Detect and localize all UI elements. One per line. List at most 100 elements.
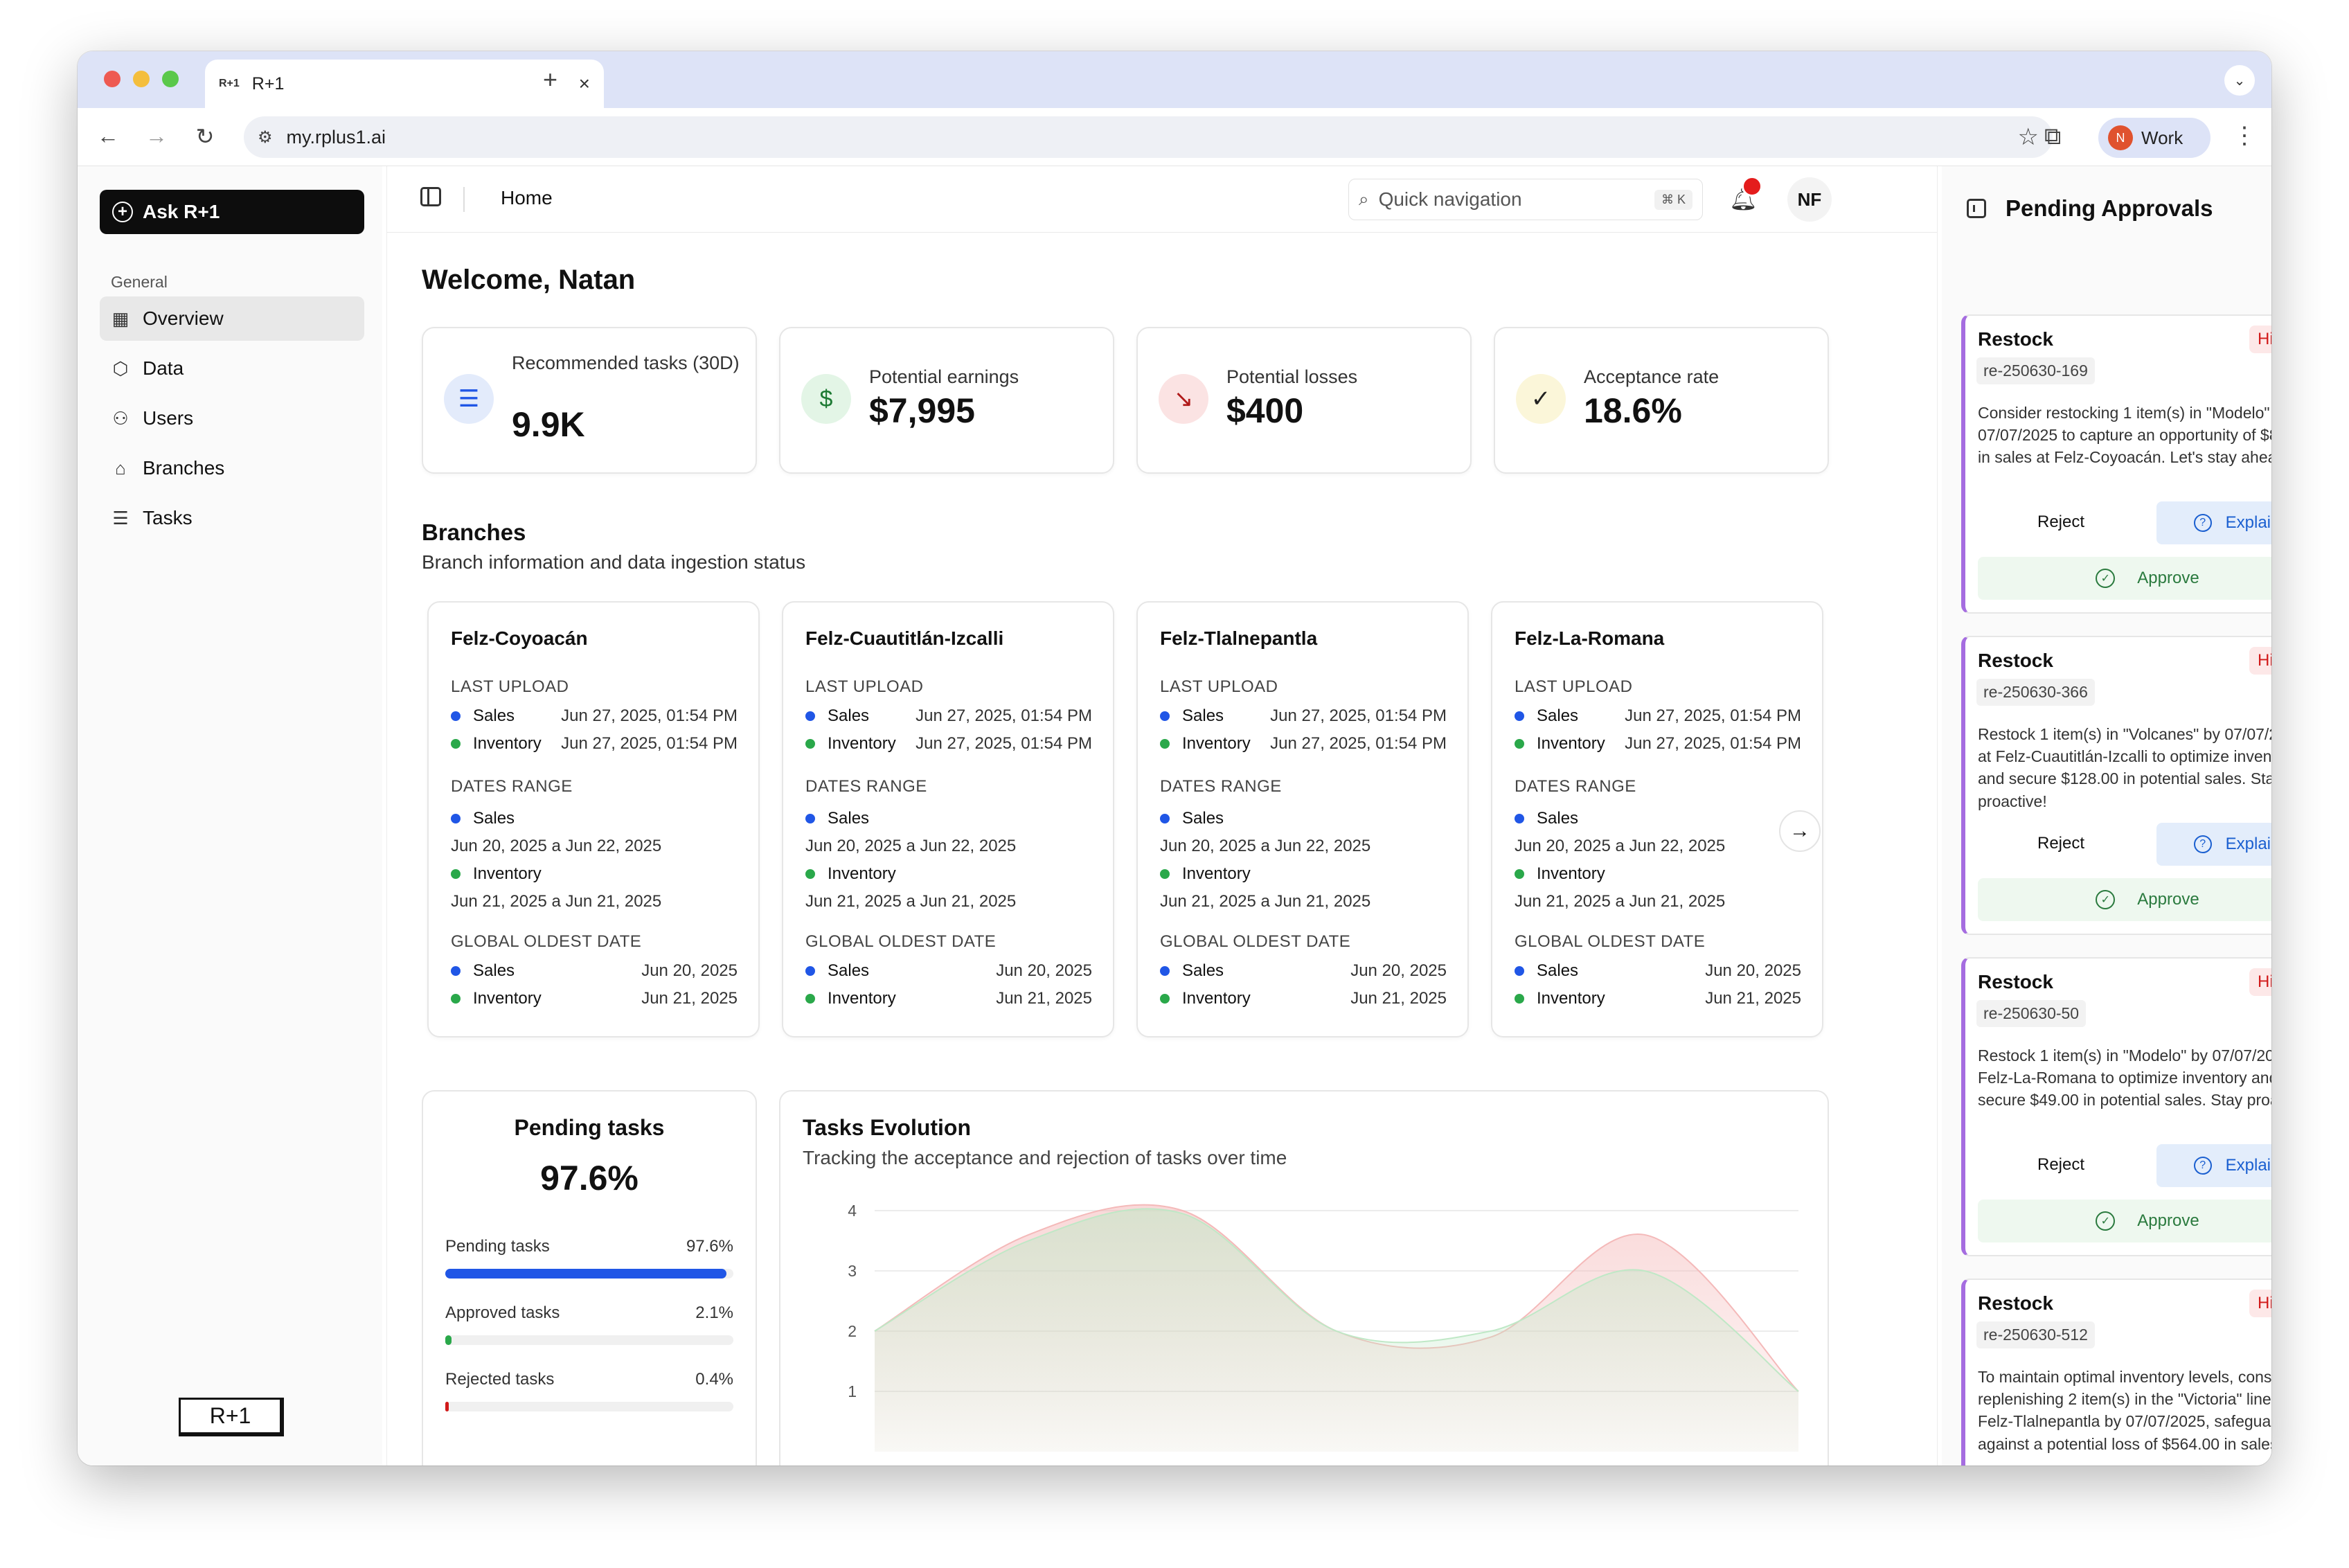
browser-tab[interactable]: R+1 R+1 × bbox=[205, 60, 604, 108]
row-label: Sales bbox=[828, 809, 870, 828]
reject-button[interactable]: Reject bbox=[2037, 834, 2085, 853]
inventory-dot bbox=[1160, 869, 1170, 879]
stat-card-acceptance: ✓ Acceptance rate 18.6% bbox=[1494, 327, 1829, 474]
dates-range-heading: DATES RANGE bbox=[451, 777, 573, 796]
tab-search-icon[interactable]: ⌄ bbox=[2224, 65, 2255, 96]
avatar[interactable]: NF bbox=[1787, 177, 1832, 222]
close-window-button[interactable] bbox=[104, 71, 120, 87]
range-row: Inventory bbox=[1515, 864, 1801, 884]
approve-label: Approve bbox=[2137, 1211, 2199, 1230]
approval-type: Restock bbox=[1978, 971, 2053, 992]
dates-range-heading: DATES RANGE bbox=[1160, 777, 1282, 796]
evolution-title: Tasks Evolution bbox=[803, 1115, 972, 1140]
explain-button[interactable]: ? Explain bbox=[2156, 823, 2271, 866]
inventory-dot bbox=[1160, 994, 1170, 1004]
branch-card[interactable]: Felz-La-Romana LAST UPLOAD Sales Jun 27, 20… bbox=[1491, 601, 1823, 1037]
inventory-dot bbox=[805, 994, 815, 1004]
sales-dot bbox=[1515, 966, 1524, 976]
reload-icon[interactable]: ↻ bbox=[195, 124, 215, 149]
row-value: Jun 27, 2025, 01:54 PM bbox=[1625, 734, 1801, 753]
browser-window: R+1 R+1 × + ⌄ ← → ↻ ⚙ my.rplus1.ai ☆ ⧉ N… bbox=[78, 51, 2271, 1465]
upload-row: Inventory Jun 27, 2025, 01:54 PM bbox=[805, 734, 1092, 754]
forward-icon[interactable]: → bbox=[145, 123, 168, 148]
check-circle-icon: ✓ bbox=[2096, 569, 2116, 588]
sidebar: + Ask R+1 General ▦ Overview ⬡ Data ⚇ Us… bbox=[78, 166, 382, 1465]
approval-card: Restock High re-250630-512 To maintain opti… bbox=[1961, 1279, 2271, 1465]
upload-row: Sales Jun 27, 2025, 01:54 PM bbox=[1515, 706, 1801, 726]
shortcut-badge: ⌘ K bbox=[1654, 189, 1692, 210]
approval-type: Restock bbox=[1978, 328, 2053, 350]
priority-badge: High bbox=[2249, 1290, 2271, 1317]
approval-card: Restock High re-250630-169 Consider restock… bbox=[1961, 314, 2271, 614]
stat-card-recommended: ☰ Recommended tasks (30D) 9.9K bbox=[422, 327, 757, 474]
sidebar-item-data[interactable]: ⬡ Data bbox=[100, 346, 364, 391]
approve-button[interactable]: ✓ Approve bbox=[1978, 878, 2271, 921]
minimize-window-button[interactable] bbox=[133, 71, 150, 87]
inventory-dot bbox=[451, 739, 461, 749]
sidebar-item-overview[interactable]: ▦ Overview bbox=[100, 296, 364, 341]
row-label: Sales bbox=[1182, 706, 1224, 725]
bookmark-star-icon[interactable]: ☆ bbox=[2017, 124, 2039, 150]
sales-dot bbox=[1515, 711, 1524, 721]
quick-navigation-input[interactable]: ⌕ Quick navigation ⌘ K bbox=[1348, 179, 1703, 220]
sidebar-item-users[interactable]: ⚇ Users bbox=[100, 396, 364, 440]
sales-dot bbox=[805, 814, 815, 823]
range-value: Jun 21, 2025 a Jun 21, 2025 bbox=[1160, 892, 1371, 911]
sidebar-toggle-icon[interactable] bbox=[420, 187, 441, 206]
dates-range-heading: DATES RANGE bbox=[805, 777, 927, 796]
site-settings-icon[interactable]: ⚙ bbox=[258, 127, 273, 147]
approve-button[interactable]: ✓ Approve bbox=[1978, 557, 2271, 600]
maximize-window-button[interactable] bbox=[162, 71, 179, 87]
close-tab-icon[interactable]: × bbox=[578, 73, 590, 94]
row-value: Jun 20, 2025 bbox=[641, 961, 738, 980]
branch-card[interactable]: Felz-Cuautitlán-Izcalli LAST UPLOAD Sales J… bbox=[782, 601, 1114, 1037]
dollar-icon: $ bbox=[801, 374, 851, 424]
breadcrumb[interactable]: Home bbox=[501, 187, 553, 208]
progress-label: Rejected tasks bbox=[445, 1370, 555, 1389]
branch-card[interactable]: Felz-Coyoacán LAST UPLOAD Sales Jun 27, 202… bbox=[427, 601, 760, 1037]
reject-button[interactable]: Reject bbox=[2037, 513, 2085, 531]
priority-badge: High bbox=[2249, 968, 2271, 996]
browser-menu-icon[interactable]: ⋮ bbox=[2233, 123, 2256, 149]
profile-button[interactable]: N Work bbox=[2098, 118, 2210, 158]
oldest-row: Sales Jun 20, 2025 bbox=[805, 961, 1092, 981]
sidebar-item-tasks[interactable]: ☰ Tasks bbox=[100, 496, 364, 540]
last-upload-heading: LAST UPLOAD bbox=[451, 677, 569, 696]
sidebar-item-branches[interactable]: ⌂ Branches bbox=[100, 446, 364, 490]
global-oldest-heading: GLOBAL OLDEST DATE bbox=[1160, 932, 1351, 951]
stat-card-losses: ↘ Potential losses $400 bbox=[1136, 327, 1472, 474]
explain-label: Explain bbox=[2225, 835, 2271, 853]
range-row: Inventory bbox=[805, 864, 1092, 884]
progress-fill bbox=[445, 1269, 727, 1279]
question-icon: ? bbox=[2193, 514, 2212, 532]
back-icon[interactable]: ← bbox=[97, 123, 119, 148]
inventory-dot bbox=[1160, 739, 1170, 749]
next-arrow-button[interactable]: → bbox=[1779, 810, 1821, 852]
branch-card[interactable]: Felz-Tlalnepantla LAST UPLOAD Sales Jun 27,… bbox=[1136, 601, 1469, 1037]
row-label: Inventory bbox=[473, 989, 542, 1008]
branches-subtitle: Branch information and data ingestion st… bbox=[422, 551, 806, 573]
row-label: Sales bbox=[1537, 809, 1579, 828]
explain-button[interactable]: ? Explain bbox=[2156, 501, 2271, 544]
inventory-dot bbox=[451, 994, 461, 1004]
y-tick-label: 3 bbox=[848, 1262, 857, 1280]
branch-name: Felz-La-Romana bbox=[1515, 627, 1665, 649]
priority-badge: High bbox=[2249, 326, 2271, 353]
tab-favicon: R+1 bbox=[219, 78, 240, 89]
approve-button[interactable]: ✓ Approve bbox=[1978, 1200, 2271, 1242]
row-label: Inventory bbox=[473, 864, 542, 883]
series-line-1 bbox=[874, 1208, 1799, 1392]
explain-button[interactable]: ? Explain bbox=[2156, 1144, 2271, 1187]
panel-icon[interactable] bbox=[1967, 199, 1986, 218]
global-oldest-heading: GLOBAL OLDEST DATE bbox=[1515, 932, 1706, 951]
stat-label: Potential losses bbox=[1226, 366, 1358, 387]
range-row: Inventory bbox=[1160, 864, 1447, 884]
approve-label: Approve bbox=[2137, 569, 2199, 587]
new-tab-icon[interactable]: + bbox=[543, 65, 558, 93]
extensions-icon[interactable]: ⧉ bbox=[2044, 123, 2062, 150]
reject-button[interactable]: Reject bbox=[2037, 1155, 2085, 1174]
ask-button[interactable]: + Ask R+1 bbox=[100, 190, 364, 234]
row-value: Jun 20, 2025 bbox=[1705, 961, 1801, 980]
range-row: Sales bbox=[1515, 809, 1801, 828]
address-bar[interactable]: ⚙ my.rplus1.ai ☆ bbox=[244, 116, 2053, 158]
